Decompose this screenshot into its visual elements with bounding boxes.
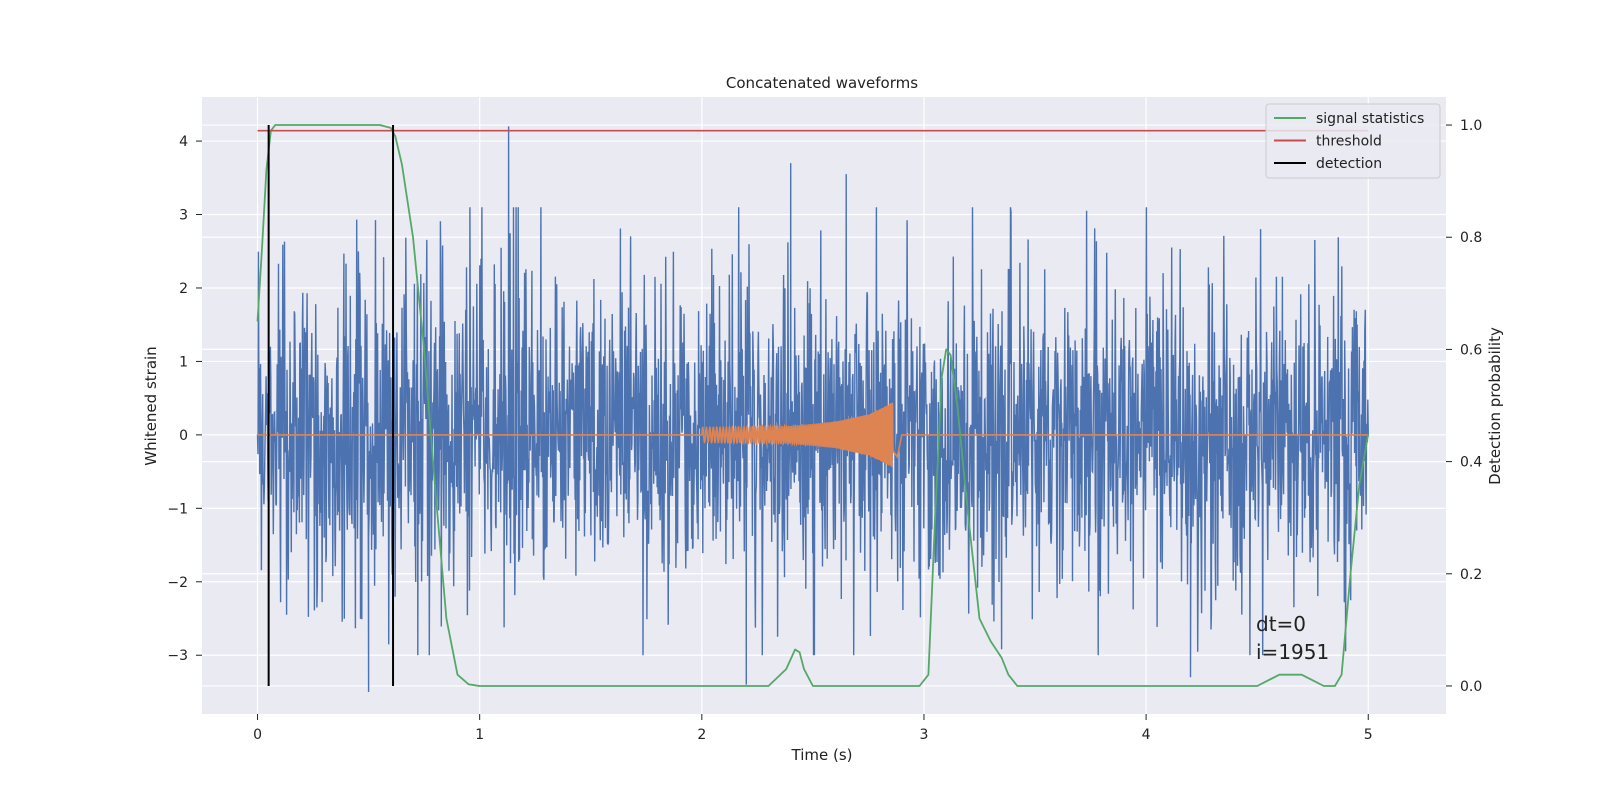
y2-tick-label: 0.6 [1460, 342, 1482, 358]
y-tick-label: 0 [179, 428, 188, 444]
x-axis-ticks: 0 1 2 3 4 5 [253, 714, 1373, 743]
y2-tick-label: 1.0 [1460, 118, 1482, 134]
y-tick-label: 2 [179, 281, 188, 297]
legend-label: signal statistics [1316, 111, 1424, 127]
chart-title: Concatenated waveforms [726, 74, 918, 92]
waveform-series-line [257, 402, 1369, 467]
x-tick-label: 4 [1142, 727, 1151, 743]
y2-tick-label: 0.0 [1460, 679, 1482, 695]
legend-label: threshold [1316, 134, 1382, 150]
y2-tick-label: 0.4 [1460, 455, 1482, 471]
annotation: dt=0 i=1951 [1256, 612, 1329, 664]
annotation-i: i=1951 [1256, 640, 1329, 664]
y-tick-label: 4 [179, 134, 188, 150]
signal-statistics-line [256, 124, 1370, 687]
x-tick-label: 5 [1364, 727, 1373, 743]
x-axis-label: Time (s) [791, 746, 853, 764]
y-axis-label: Whitened strain [142, 346, 160, 465]
legend-box [1265, 103, 1441, 179]
y-tick-label: −2 [167, 575, 188, 591]
y-axis-ticks: −3 −2 −1 0 1 2 3 4 [167, 134, 202, 664]
y2-tick-label: 0.8 [1460, 230, 1482, 246]
y-tick-label: −1 [167, 501, 188, 517]
y2-axis-label: Detection probability [1486, 327, 1504, 485]
annotation-dt: dt=0 [1256, 612, 1306, 636]
legend-label: detection [1316, 156, 1382, 172]
x-tick-label: 3 [920, 727, 929, 743]
y2-tick-label: 0.2 [1460, 567, 1482, 583]
y2-axis-ticks: 0.0 0.2 0.4 0.6 0.8 1.0 [1446, 118, 1482, 695]
x-tick-label: 1 [475, 727, 484, 743]
y-tick-label: −3 [167, 648, 188, 664]
x-tick-label: 0 [253, 727, 262, 743]
noise-series-line [256, 126, 1369, 693]
y-tick-label: 3 [179, 208, 188, 224]
y-tick-label: 1 [179, 354, 188, 370]
plot-area [256, 124, 1370, 693]
legend: signal statistics threshold detection [1265, 103, 1441, 179]
x-tick-label: 2 [697, 727, 706, 743]
